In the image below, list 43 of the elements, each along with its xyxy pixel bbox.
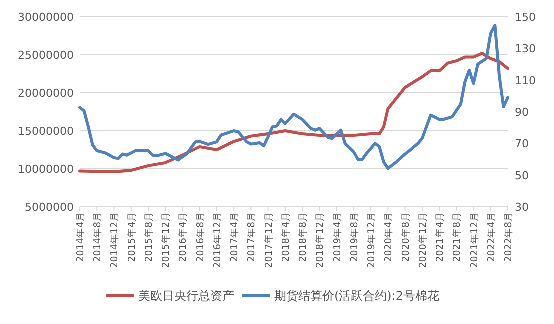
line-series — [78, 52, 510, 174]
y2-tick-label: 70 — [515, 138, 529, 151]
y-tick-label: 10000000 — [18, 163, 74, 176]
y-tick-label: 25000000 — [18, 49, 74, 62]
x-tick-label: 2019年4月 — [331, 212, 344, 262]
y-tick-label: 5000000 — [25, 201, 74, 214]
x-tick-label: 2021年8月 — [451, 212, 464, 262]
x-tick-label: 2020年12月 — [416, 212, 429, 268]
legend-label: 美欧日央行总资产 — [138, 289, 234, 303]
x-tick-label: 2015年8月 — [142, 212, 155, 262]
line-series — [78, 24, 510, 170]
x-tick-label: 2015年4月 — [126, 212, 138, 262]
x-tick-label: 2019年12月 — [366, 212, 378, 268]
y2-tick-label: 30 — [515, 201, 529, 214]
x-tick-label: 2016年8月 — [194, 212, 206, 262]
y-tick-label: 30000000 — [18, 11, 74, 24]
y2-tick-label: 110 — [515, 74, 536, 88]
x-tick-label: 2022年4月 — [485, 212, 498, 262]
x-tick-label: 2019年8月 — [348, 212, 360, 262]
y-tick-label: 15000000 — [18, 125, 74, 138]
x-tick-label: 2018年4月 — [280, 212, 292, 262]
x-tick-label: 2017年8月 — [246, 212, 258, 262]
x-tick-label: 2018年12月 — [314, 212, 326, 268]
y2-tick-label: 50 — [515, 169, 529, 182]
legend-label: 期货结算价(活跃合约):2号棉花 — [274, 289, 440, 303]
y-tick-label: 20000000 — [18, 87, 74, 100]
x-tick-label: 2020年4月 — [382, 212, 395, 262]
x-tick-label: 2014年8月 — [92, 212, 104, 262]
y2-tick-label: 150 — [515, 11, 536, 24]
x-tick-label: 2021年12月 — [468, 212, 480, 268]
x-tick-label: 2021年4月 — [434, 212, 446, 262]
x-tick-label: 2018年8月 — [297, 212, 310, 262]
x-tick-label: 2014年4月 — [74, 212, 86, 262]
y2-tick-label: 130 — [515, 42, 536, 56]
x-tick-label: 2014年12月 — [108, 212, 121, 268]
x-tick-label: 2017年12月 — [262, 212, 275, 268]
x-tick-label: 2020年8月 — [400, 212, 412, 262]
x-tick-label: 2022年8月 — [502, 212, 514, 262]
y2-tick-label: 90 — [515, 106, 529, 119]
x-tick-label: 2017年4月 — [228, 212, 241, 262]
x-tick-label: 2015年12月 — [160, 212, 172, 268]
x-tick-label: 2016年4月 — [177, 212, 190, 262]
x-tick-label: 2016年12月 — [211, 212, 224, 268]
